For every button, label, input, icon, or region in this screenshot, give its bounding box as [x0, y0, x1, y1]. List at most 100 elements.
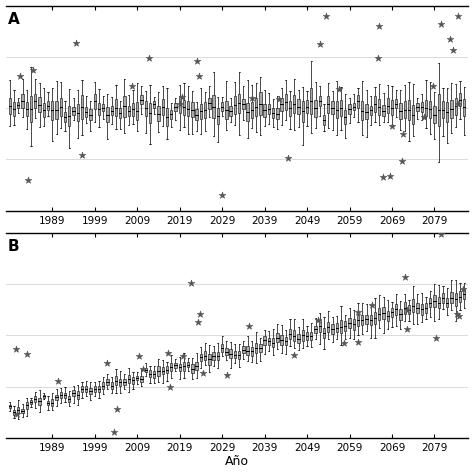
Point: [196, 310, 204, 318]
Bar: [391, 100, 393, 115]
Bar: [17, 407, 19, 413]
Bar: [9, 404, 11, 409]
Point: [178, 93, 185, 100]
Bar: [225, 101, 228, 118]
Bar: [26, 102, 28, 117]
Bar: [81, 386, 83, 392]
Bar: [73, 107, 75, 115]
Point: [420, 113, 428, 121]
Point: [403, 326, 410, 333]
Bar: [242, 99, 245, 109]
Bar: [106, 108, 109, 122]
Point: [430, 82, 438, 90]
Bar: [310, 332, 312, 340]
Bar: [285, 94, 287, 110]
Bar: [242, 346, 245, 353]
Point: [223, 371, 230, 379]
Point: [16, 73, 24, 80]
Bar: [195, 109, 198, 120]
Bar: [85, 386, 87, 392]
Point: [341, 339, 348, 347]
Bar: [43, 395, 45, 398]
Bar: [85, 108, 87, 117]
Bar: [374, 312, 376, 324]
Bar: [200, 354, 202, 361]
Point: [438, 230, 445, 238]
Bar: [123, 96, 126, 117]
Bar: [281, 98, 283, 111]
Bar: [268, 104, 270, 114]
Bar: [174, 103, 177, 111]
Bar: [293, 330, 295, 341]
Bar: [68, 396, 71, 402]
Point: [113, 406, 120, 413]
Bar: [132, 377, 134, 383]
Bar: [208, 98, 210, 109]
Bar: [276, 109, 279, 119]
Point: [29, 67, 37, 74]
Point: [369, 301, 376, 309]
Point: [145, 55, 153, 62]
Bar: [110, 106, 113, 115]
Point: [379, 173, 387, 181]
Bar: [30, 97, 32, 122]
Point: [375, 22, 383, 30]
Point: [246, 323, 253, 330]
Bar: [238, 351, 240, 359]
Point: [354, 308, 362, 315]
Bar: [374, 97, 376, 111]
Bar: [38, 398, 41, 405]
Bar: [323, 116, 325, 125]
Bar: [246, 103, 249, 121]
Bar: [310, 88, 312, 115]
Bar: [64, 392, 66, 398]
Bar: [162, 100, 164, 115]
Bar: [412, 105, 414, 124]
Bar: [68, 106, 71, 127]
Point: [14, 410, 21, 418]
Point: [25, 176, 32, 183]
Text: A: A: [8, 12, 19, 27]
Bar: [208, 354, 210, 365]
Bar: [149, 103, 151, 123]
Bar: [191, 364, 193, 373]
Bar: [183, 362, 185, 371]
Bar: [93, 94, 96, 109]
Bar: [459, 93, 461, 106]
Bar: [429, 101, 431, 118]
Bar: [55, 395, 58, 400]
Bar: [450, 292, 453, 303]
Bar: [60, 98, 62, 116]
Bar: [323, 328, 325, 338]
Point: [455, 100, 462, 108]
Bar: [281, 335, 283, 345]
Bar: [429, 298, 431, 307]
Bar: [217, 108, 219, 124]
Bar: [297, 334, 300, 343]
Bar: [38, 97, 41, 112]
Bar: [285, 337, 287, 345]
Bar: [272, 338, 274, 346]
Bar: [128, 375, 130, 383]
Bar: [89, 388, 91, 394]
Bar: [387, 311, 389, 321]
Bar: [136, 102, 138, 120]
Bar: [73, 391, 75, 396]
Bar: [455, 292, 457, 306]
Bar: [336, 101, 338, 118]
Bar: [157, 106, 160, 121]
Bar: [47, 401, 49, 405]
Bar: [21, 94, 24, 108]
Bar: [463, 289, 465, 299]
Text: B: B: [8, 239, 19, 254]
Point: [193, 57, 201, 65]
Point: [323, 13, 330, 20]
Point: [12, 345, 19, 352]
Bar: [246, 346, 249, 356]
Point: [284, 155, 292, 162]
Bar: [365, 104, 368, 119]
Bar: [89, 109, 91, 120]
Point: [355, 338, 362, 346]
Bar: [34, 396, 36, 402]
Bar: [289, 101, 291, 116]
